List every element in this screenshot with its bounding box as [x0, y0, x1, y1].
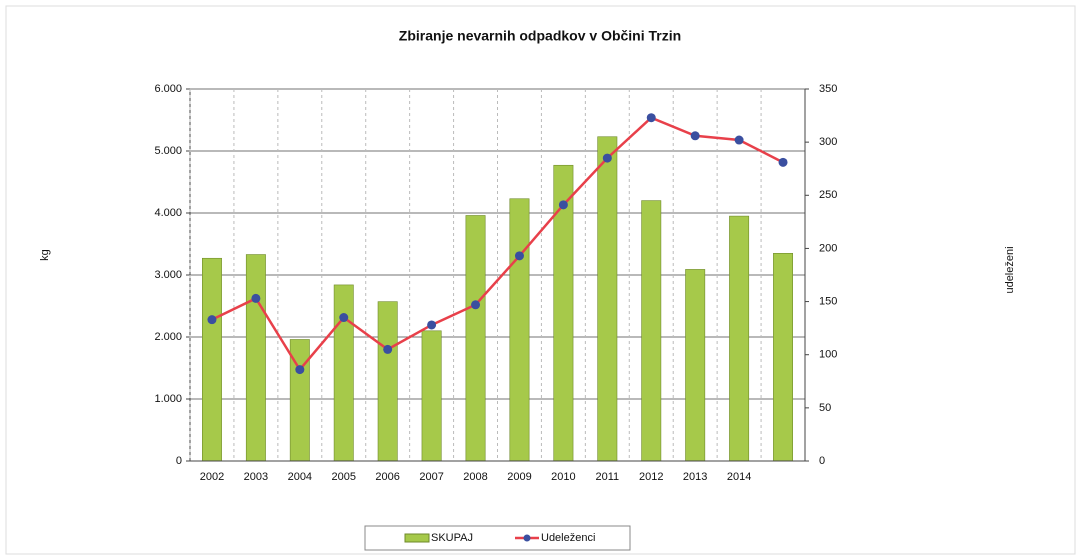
y2-tick-label: 350: [819, 83, 837, 95]
frame: [5, 5, 1076, 555]
x-tick-label: 2005: [332, 471, 356, 483]
x-tick-label: 2013: [683, 471, 707, 483]
y2-tick-label: 0: [819, 455, 825, 467]
bar: [597, 136, 618, 462]
y2-tick-label: 300: [819, 136, 837, 148]
x-tick-label: 2009: [507, 471, 531, 483]
bar: [641, 200, 662, 462]
marker: [602, 153, 612, 163]
y-tick-label: 3.000: [154, 269, 182, 281]
chart-title: Zbiranje nevarnih odpadkov v Občini Trzi…: [399, 28, 681, 44]
legend-swatch: [404, 533, 430, 543]
marker: [427, 320, 437, 330]
marker: [339, 313, 349, 323]
y-axis-label: kg: [39, 249, 51, 261]
y2-tick-label: 50: [819, 402, 831, 414]
bar: [729, 215, 750, 462]
marker: [251, 293, 261, 303]
y2-tick-label: 250: [819, 189, 837, 201]
marker: [471, 300, 481, 310]
y2-axis-label: udeleženi: [1004, 246, 1016, 293]
legend-label: Udeleženci: [541, 532, 595, 544]
x-tick-label: 2007: [419, 471, 443, 483]
marker: [778, 157, 788, 167]
x-tick-label: 2012: [639, 471, 663, 483]
y-tick-label: 2.000: [154, 331, 182, 343]
bar: [245, 254, 266, 462]
y-tick-label: 4.000: [154, 207, 182, 219]
bar: [377, 301, 398, 462]
x-tick-label: 2008: [463, 471, 487, 483]
bar: [465, 215, 486, 462]
y-tick-label: 6.000: [154, 83, 182, 95]
bar: [773, 253, 793, 462]
marker: [383, 344, 393, 354]
bar: [333, 284, 354, 462]
marker: [295, 365, 305, 375]
bar: [553, 164, 574, 462]
legend-marker: [523, 534, 531, 542]
x-tick-label: 2006: [375, 471, 399, 483]
y2-tick-label: 100: [819, 349, 837, 361]
marker: [514, 251, 524, 261]
legend-label: SKUPAJ: [431, 532, 473, 544]
marker: [207, 315, 217, 325]
marker: [646, 113, 656, 123]
y-tick-label: 5.000: [154, 145, 182, 157]
bar: [202, 257, 222, 462]
x-tick-label: 2010: [551, 471, 575, 483]
marker: [734, 135, 744, 145]
y-tick-label: 0: [176, 455, 182, 467]
x-tick-label: 2003: [244, 471, 268, 483]
line: [211, 116, 784, 372]
x-tick-label: 2002: [200, 471, 224, 483]
x-tick-label: 2004: [288, 471, 312, 483]
y2-tick-label: 200: [819, 242, 837, 254]
bar: [685, 269, 706, 462]
y2-tick-label: 150: [819, 295, 837, 307]
marker: [558, 200, 568, 210]
y-tick-label: 1.000: [154, 393, 182, 405]
bar: [421, 330, 442, 462]
marker: [690, 131, 700, 141]
x-tick-label: 2011: [595, 471, 619, 483]
bar: [509, 198, 530, 462]
x-tick-label: 2014: [727, 471, 751, 483]
